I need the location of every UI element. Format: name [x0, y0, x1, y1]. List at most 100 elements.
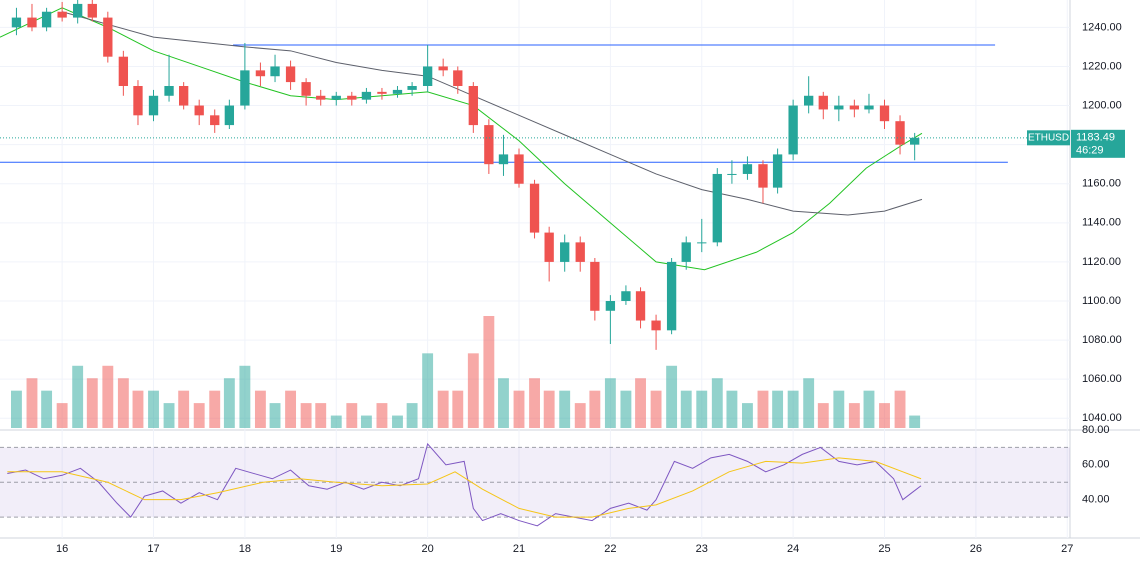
volume-bar: [72, 365, 84, 428]
moving-average: [0, 7, 923, 271]
candle: [210, 109, 220, 133]
volume-bar: [711, 378, 723, 428]
candle-body: [514, 154, 524, 184]
volume-bar: [239, 365, 251, 428]
volume-bar: [41, 390, 53, 428]
candle-body: [864, 105, 874, 110]
candle: [240, 43, 250, 110]
candle: [575, 236, 585, 272]
candle: [590, 258, 600, 321]
candle-body: [758, 164, 768, 188]
volume-bar: [376, 403, 388, 428]
candle: [331, 91, 341, 106]
candle: [666, 258, 677, 335]
x-tick-label: 18: [239, 543, 251, 555]
x-tick-label: 17: [147, 543, 159, 555]
candle-body: [529, 183, 540, 233]
volume-bar: [513, 390, 525, 428]
volume-bar: [148, 390, 159, 428]
candle-body: [438, 66, 448, 71]
candle: [514, 148, 524, 188]
candle-body: [697, 242, 707, 244]
y-tick-label: 1100.00: [1082, 295, 1121, 307]
volume-bar: [879, 403, 890, 428]
volume-bar: [909, 415, 921, 428]
volume-bar: [11, 390, 22, 428]
volume-bar: [300, 403, 312, 428]
candle-body: [392, 89, 403, 94]
candle: [301, 78, 311, 106]
candle: [164, 54, 174, 102]
volume-bar: [223, 378, 235, 428]
candle: [438, 58, 448, 77]
candle-body: [331, 95, 341, 100]
volume-bar: [132, 390, 144, 428]
price-tag: [1071, 129, 1125, 158]
volume-bar: [666, 365, 678, 428]
candle-body: [727, 173, 737, 175]
candle-body: [270, 66, 280, 77]
candle-body: [575, 242, 585, 262]
candle: [194, 99, 204, 126]
candle-body: [407, 86, 417, 90]
x-tick-label: 24: [787, 543, 799, 555]
candle-body: [849, 105, 860, 110]
volume-bar: [726, 390, 738, 428]
candle-body: [605, 301, 616, 311]
candle: [498, 134, 509, 176]
candle-body: [666, 261, 677, 331]
volume-bar: [392, 415, 403, 428]
y-tick-label: 1200.00: [1082, 99, 1122, 111]
candle-body: [87, 3, 97, 18]
y-tick-label: 1240.00: [1082, 21, 1122, 33]
candle: [895, 115, 905, 155]
candle-body: [635, 291, 646, 321]
volume-bar: [848, 403, 860, 428]
candle: [864, 93, 874, 114]
volume-bar: [178, 390, 190, 428]
candle-body: [544, 232, 554, 262]
candle: [57, 1, 67, 22]
candle: [133, 80, 143, 126]
candle-body: [57, 11, 67, 18]
candle-body: [484, 125, 494, 165]
volume-bar: [406, 403, 418, 428]
candle: [270, 54, 280, 83]
candle-body: [377, 91, 387, 94]
volume-bar: [772, 390, 784, 428]
y-tick-label: 1120.00: [1082, 256, 1121, 268]
candle-body: [910, 137, 920, 145]
candle-body: [255, 70, 266, 77]
candle-body: [621, 291, 631, 301]
candle: [179, 82, 189, 110]
candle: [697, 218, 707, 253]
volume-bar: [894, 390, 906, 428]
candle: [377, 87, 387, 100]
candle: [392, 86, 403, 98]
volume-bar: [193, 403, 205, 428]
y-tick-label: 1220.00: [1082, 60, 1122, 72]
x-tick-label: 27: [1061, 543, 1073, 555]
candle: [788, 99, 798, 161]
candle-body: [224, 105, 235, 126]
candle-body: [118, 56, 129, 86]
candle: [285, 60, 296, 90]
candle: [849, 99, 860, 118]
candle: [804, 76, 814, 114]
candle: [727, 160, 737, 184]
candle-body: [498, 154, 509, 165]
candle-body: [895, 121, 905, 145]
candle-body: [41, 11, 52, 28]
volume-bar: [102, 365, 114, 428]
candle-body: [73, 3, 83, 18]
candle: [224, 99, 235, 129]
candle-body: [285, 66, 296, 83]
candle: [422, 44, 433, 92]
candle: [11, 7, 22, 36]
countdown-label: 46:29: [1076, 145, 1104, 157]
candle: [758, 160, 768, 204]
volume-bar: [650, 390, 662, 428]
candle-body: [453, 70, 463, 86]
candle-body: [818, 95, 828, 110]
